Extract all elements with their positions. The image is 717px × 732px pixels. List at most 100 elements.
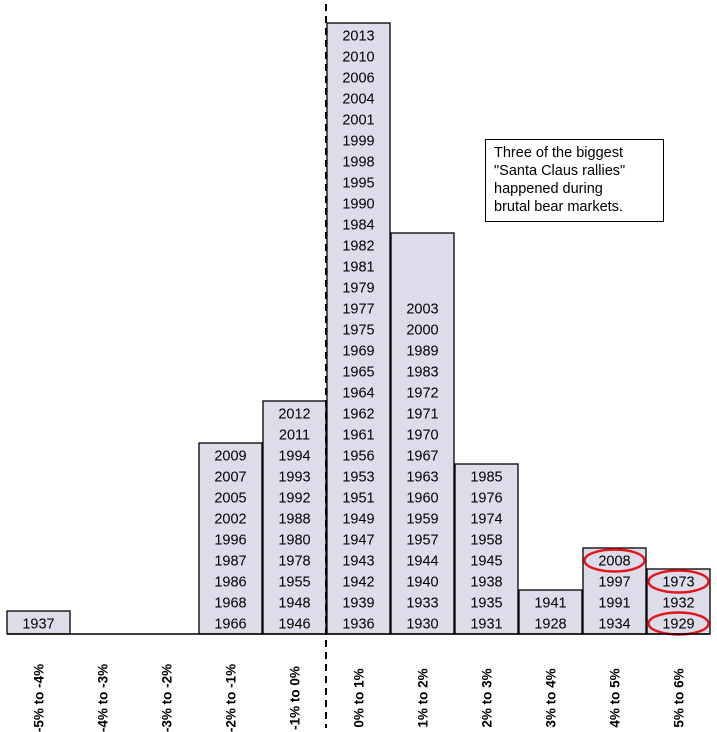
x-tick-label: -5% to -4% [32,664,47,732]
year-label: 2004 [342,92,374,108]
year-label: 1971 [406,407,438,423]
year-label: 1986 [214,575,246,591]
year-label: 1995 [342,176,374,192]
year-label: 1966 [214,617,246,633]
year-label: 2009 [214,449,246,465]
year-label: 1993 [278,470,310,486]
annotation-line-4: brutal bear markets. [494,199,623,215]
x-tick-label: -3% to -2% [160,664,175,732]
year-label: 1988 [278,512,310,528]
year-label: 2007 [214,470,246,486]
year-label: 1984 [342,218,374,234]
year-label: 2001 [342,113,374,129]
annotation-line-2: "Santa Claus rallies" [494,163,626,179]
year-label: 1973 [662,575,694,591]
year-label: 2013 [342,29,374,45]
x-tick-label: -4% to -3% [96,664,111,732]
year-label: 1953 [342,470,374,486]
year-label: 1928 [534,617,566,633]
bar--2% to -1% [198,442,263,635]
year-label: 1999 [342,134,374,150]
year-label: 1963 [406,470,438,486]
year-label: 2002 [214,512,246,528]
annotation-line-3: happened during [494,181,603,197]
year-label: 1931 [470,617,502,633]
year-label: 1959 [406,512,438,528]
year-label: 1985 [470,470,502,486]
year-label: 1974 [470,512,502,528]
year-label: 1968 [214,596,246,612]
year-label: 1983 [406,365,438,381]
year-label: 1962 [342,407,374,423]
x-tick-label: 2% to 3% [480,668,495,727]
year-label: 1932 [662,596,694,612]
year-label: 1947 [342,533,374,549]
year-label: 1978 [278,554,310,570]
year-label: 1989 [406,344,438,360]
x-tick-label: 3% to 4% [544,668,559,727]
annotation-line-1: Three of the biggest [494,145,623,161]
year-label: 1930 [406,617,438,633]
year-label: 1929 [662,617,694,633]
year-label: 1975 [342,323,374,339]
year-label: 1936 [342,617,374,633]
year-label: 2012 [278,407,310,423]
year-label: 1958 [470,533,502,549]
year-label: 1976 [470,491,502,507]
year-label: 2011 [279,428,310,444]
year-label: 2005 [214,491,246,507]
year-label: 1992 [278,491,310,507]
year-label: 1956 [342,449,374,465]
year-label: 1939 [342,596,374,612]
year-label: 1977 [342,302,374,318]
x-tick-label: 4% to 5% [608,668,623,727]
year-label: 1965 [342,365,374,381]
year-label: 1948 [278,596,310,612]
year-label: 1935 [470,596,502,612]
year-label: 1996 [214,533,246,549]
year-label: 1967 [406,449,438,465]
highlight-circle-1973 [647,569,710,594]
highlight-circle-2008 [583,548,646,573]
year-label: 1987 [214,554,246,570]
year-label: 1972 [406,386,438,402]
year-label: 1951 [342,491,374,507]
year-label: 1945 [470,554,502,570]
x-tick-label: 1% to 2% [416,668,431,727]
year-label: 1938 [470,575,502,591]
year-label: 1998 [342,155,374,171]
bar-0% to 1% [326,22,391,635]
year-label: 1979 [342,281,374,297]
year-label: 1964 [342,386,374,402]
year-label: 2010 [342,50,374,66]
annotation-box: Three of the biggest "Santa Claus rallie… [485,139,664,222]
year-label: 1981 [342,260,374,276]
year-label: 1940 [406,575,438,591]
bar--1% to 0% [262,400,327,635]
year-label: 1934 [598,617,630,633]
year-label: 1994 [278,449,310,465]
year-label: 1961 [342,428,374,444]
year-label: 1960 [406,491,438,507]
year-label: 1937 [22,617,54,633]
year-label: 1969 [342,344,374,360]
year-label: 1980 [278,533,310,549]
year-label: 2003 [406,302,438,318]
year-label: 1997 [598,575,630,591]
x-tick-label: -2% to -1% [224,664,239,732]
year-label: 1955 [278,575,310,591]
year-label: 2006 [342,71,374,87]
x-tick-label: -1% to 0% [288,666,303,730]
year-label: 1957 [406,533,438,549]
year-label: 2008 [598,554,630,570]
year-label: 1990 [342,197,374,213]
year-label: 1943 [342,554,374,570]
year-label: 1942 [342,575,374,591]
year-label: 1933 [406,596,438,612]
year-label: 1982 [342,239,374,255]
year-label: 1949 [342,512,374,528]
year-label: 1991 [598,596,630,612]
bar-4% to 5% [582,547,647,635]
year-label: 1946 [278,617,310,633]
